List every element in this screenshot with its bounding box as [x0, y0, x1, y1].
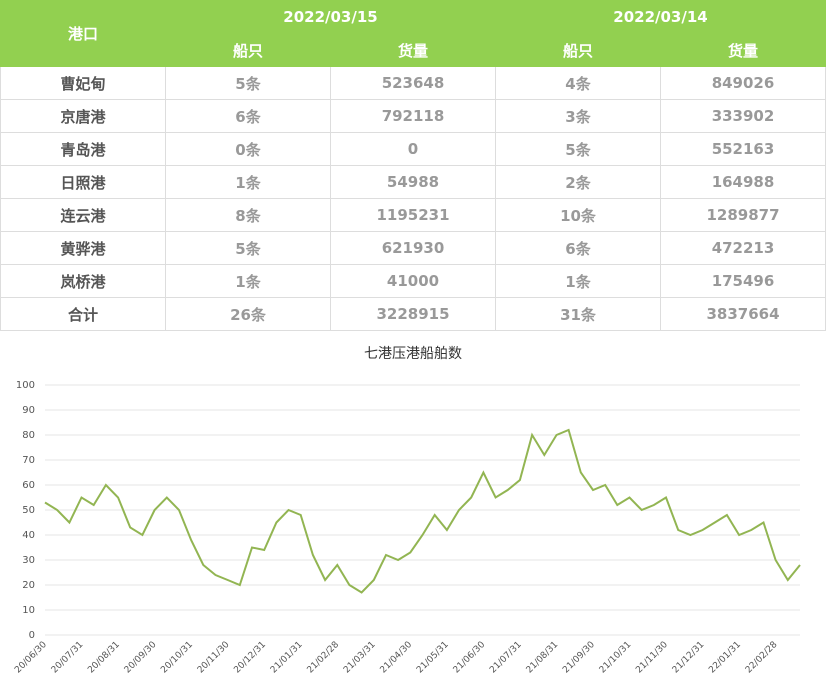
- table-cell: 连云港: [0, 198, 166, 232]
- x-tick-label: 21/12/31: [671, 640, 707, 676]
- table-cell: 5条: [165, 231, 331, 265]
- table-cell: 6条: [165, 99, 331, 133]
- table-cell: 日照港: [0, 165, 166, 199]
- y-tick-label: 80: [22, 430, 35, 441]
- table-cell: 黄骅港: [0, 231, 166, 265]
- y-tick-label: 60: [22, 480, 35, 491]
- table-cell: 1条: [165, 264, 331, 298]
- x-tick-label: 20/12/31: [232, 640, 268, 676]
- table-row: 曹妃甸 5条 523648 4条 849026: [0, 66, 826, 100]
- table-cell: 1195231: [330, 198, 496, 232]
- table-cell: 2条: [495, 165, 661, 199]
- x-tick-label: 21/03/31: [342, 640, 378, 676]
- table-cell: 0: [330, 132, 496, 166]
- table-cell: 岚桥港: [0, 264, 166, 298]
- table-cell: 175496: [660, 264, 826, 298]
- x-tick-label: 22/02/28: [744, 640, 780, 676]
- line-series: [44, 428, 801, 594]
- y-tick-label: 20: [22, 580, 35, 591]
- x-tick-label: 20/06/30: [13, 640, 49, 676]
- x-tick-label: 21/11/30: [634, 640, 670, 676]
- table-row: 合计 26条 3228915 31条 3837664: [0, 297, 826, 331]
- table-cell: 1289877: [660, 198, 826, 232]
- chart-title: 七港压港船舶数: [364, 346, 462, 362]
- x-tick-label: 20/11/30: [196, 640, 232, 676]
- table-cell: 31条: [495, 297, 661, 331]
- table-row: 京唐港 6条 792118 3条 333902: [0, 99, 826, 133]
- table-row: 青岛港 0条 0 5条 552163: [0, 132, 826, 166]
- table-cell: 26条: [165, 297, 331, 331]
- header-cell: 船只: [165, 33, 331, 67]
- header-cell: 货量: [660, 33, 826, 67]
- x-tick-label: 21/10/31: [598, 640, 634, 676]
- x-tick-label: 20/07/31: [50, 640, 86, 676]
- table-cell: 523648: [330, 66, 496, 100]
- y-tick-label: 0: [29, 630, 35, 641]
- header-cell: 2022/03/14: [495, 0, 826, 34]
- y-tick-label: 50: [22, 505, 35, 516]
- x-tick-label: 20/08/31: [86, 640, 122, 676]
- y-tick-label: 30: [22, 555, 35, 566]
- table-cell: 849026: [660, 66, 826, 100]
- y-tick-label: 100: [16, 380, 35, 391]
- y-tick-label: 10: [22, 605, 35, 616]
- table-row: 岚桥港 1条 41000 1条 175496: [0, 264, 826, 298]
- table-cell: 曹妃甸: [0, 66, 166, 100]
- header-cell: 2022/03/15: [165, 0, 496, 34]
- table-cell: 3228915: [330, 297, 496, 331]
- table-row: 连云港 8条 1195231 10条 1289877: [0, 198, 826, 232]
- table-cell: 3条: [495, 99, 661, 133]
- table-cell: 青岛港: [0, 132, 166, 166]
- table-cell: 472213: [660, 231, 826, 265]
- table-cell: 5条: [165, 66, 331, 100]
- x-tick-label: 21/04/30: [379, 640, 415, 676]
- x-tick-label: 20/10/31: [159, 640, 195, 676]
- header-cell: 港口: [0, 0, 166, 67]
- table-cell: 333902: [660, 99, 826, 133]
- table-cell: 41000: [330, 264, 496, 298]
- table-cell: 10条: [495, 198, 661, 232]
- table-row: 日照港 1条 54988 2条 164988: [0, 165, 826, 199]
- x-tick-label: 21/05/31: [415, 640, 451, 676]
- table-cell: 4条: [495, 66, 661, 100]
- table-cell: 6条: [495, 231, 661, 265]
- table-cell: 792118: [330, 99, 496, 133]
- table-cell: 1条: [165, 165, 331, 199]
- x-tick-label: 22/01/31: [707, 640, 743, 676]
- table-cell: 合计: [0, 297, 166, 331]
- y-tick-label: 40: [22, 530, 35, 541]
- table-cell: 1条: [495, 264, 661, 298]
- table-cell: 0条: [165, 132, 331, 166]
- y-tick-label: 70: [22, 455, 35, 466]
- y-tick-label: 90: [22, 405, 35, 416]
- x-tick-label: 21/09/30: [561, 640, 597, 676]
- x-tick-label: 21/01/31: [269, 640, 305, 676]
- table-cell: 8条: [165, 198, 331, 232]
- x-tick-label: 21/02/28: [305, 640, 341, 676]
- header-cell: 船只: [495, 33, 661, 67]
- table-row: 黄骅港 5条 621930 6条 472213: [0, 231, 826, 265]
- x-tick-label: 20/09/30: [123, 640, 159, 676]
- table-cell: 54988: [330, 165, 496, 199]
- x-tick-label: 21/07/31: [488, 640, 524, 676]
- table-cell: 621930: [330, 231, 496, 265]
- table-cell: 京唐港: [0, 99, 166, 133]
- table-cell: 552163: [660, 132, 826, 166]
- x-tick-label: 21/06/30: [452, 640, 488, 676]
- table-cell: 3837664: [660, 297, 826, 331]
- x-tick-label: 21/08/31: [525, 640, 561, 676]
- port-table: 港口 2022/03/15 2022/03/14 船只 货量 船只 货量 曹妃甸 5条 523…: [0, 0, 826, 331]
- header-cell: 货量: [330, 33, 496, 67]
- table-cell: 164988: [660, 165, 826, 199]
- table-cell: 5条: [495, 132, 661, 166]
